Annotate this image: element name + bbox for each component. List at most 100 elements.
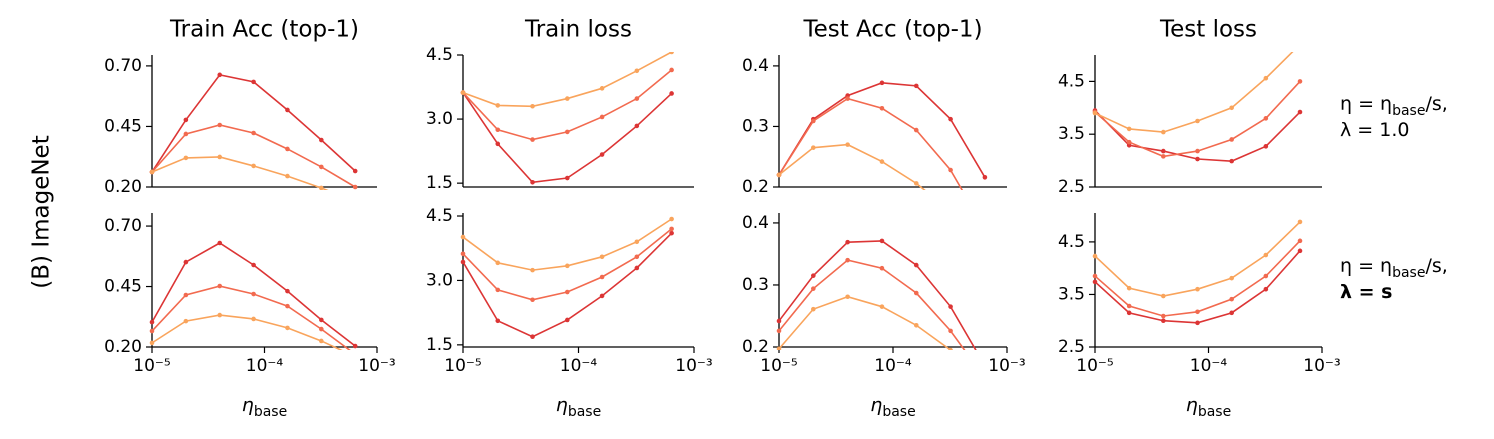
point bbox=[565, 96, 570, 101]
x-label-main: η bbox=[870, 394, 882, 416]
y-tick-label: 0.4 bbox=[742, 213, 769, 233]
ann-eta: η = η bbox=[1340, 93, 1392, 115]
y-tick-label: 0.2 bbox=[742, 337, 769, 357]
point bbox=[285, 288, 290, 294]
panel: Train loss 1.5 3.0 4.5 bbox=[426, 17, 694, 193]
point bbox=[353, 354, 358, 359]
x-tick-label: 10⁻⁴ bbox=[1190, 356, 1228, 376]
series-line bbox=[778, 97, 964, 190]
ann-sub: base bbox=[1392, 265, 1425, 281]
series-line bbox=[778, 143, 926, 190]
point bbox=[1195, 118, 1200, 124]
point bbox=[1126, 310, 1132, 316]
point bbox=[913, 322, 919, 328]
point bbox=[879, 304, 885, 309]
point bbox=[913, 290, 919, 296]
y-tick-label: 3.0 bbox=[426, 109, 453, 129]
point bbox=[352, 168, 358, 174]
point bbox=[982, 175, 988, 180]
plot-area bbox=[149, 240, 358, 359]
x-tick-label: 10⁻³ bbox=[358, 356, 395, 376]
point bbox=[1195, 309, 1200, 315]
point bbox=[811, 145, 816, 150]
point bbox=[1263, 273, 1269, 279]
chart-title: Test loss bbox=[1159, 17, 1257, 43]
point bbox=[845, 96, 850, 101]
y-tick-label: 1.5 bbox=[426, 173, 453, 193]
point bbox=[1298, 42, 1303, 47]
point bbox=[352, 184, 358, 190]
point bbox=[1263, 286, 1269, 292]
point bbox=[285, 325, 290, 331]
point bbox=[913, 262, 919, 268]
point bbox=[319, 317, 324, 323]
x-tick-label: 10⁻⁴ bbox=[874, 356, 912, 376]
point bbox=[217, 122, 223, 128]
y-tick-label: 0.20 bbox=[104, 337, 142, 357]
point bbox=[845, 257, 850, 263]
point bbox=[1263, 144, 1269, 149]
point bbox=[599, 114, 605, 120]
point bbox=[149, 319, 155, 325]
x-tick-label: 10⁻³ bbox=[675, 356, 712, 376]
x-tick-label: 10⁻⁵ bbox=[133, 356, 170, 376]
point bbox=[634, 68, 640, 74]
point bbox=[460, 234, 466, 240]
y-tick-label: 0.45 bbox=[104, 277, 142, 297]
point bbox=[183, 259, 189, 265]
point bbox=[879, 238, 885, 244]
point bbox=[495, 103, 501, 108]
y-tick-label: 4.5 bbox=[1058, 232, 1085, 252]
point bbox=[149, 340, 155, 346]
x-tick-label: 10⁻³ bbox=[988, 356, 1025, 376]
y-tick-label: 0.3 bbox=[742, 275, 769, 295]
point bbox=[669, 67, 674, 73]
point bbox=[599, 152, 605, 157]
x-label-main: η bbox=[1186, 394, 1198, 416]
point bbox=[565, 129, 570, 135]
point bbox=[634, 265, 640, 271]
x-axis-label: ηbase bbox=[556, 394, 601, 420]
point bbox=[879, 80, 885, 86]
y-tick-label: 3.0 bbox=[426, 270, 453, 290]
point bbox=[460, 251, 466, 257]
y-tick-label: 3.5 bbox=[1058, 284, 1085, 304]
point bbox=[669, 226, 674, 232]
point bbox=[776, 172, 782, 178]
point bbox=[1229, 105, 1234, 111]
point bbox=[530, 297, 535, 303]
point bbox=[251, 79, 256, 85]
point bbox=[948, 304, 953, 309]
point bbox=[217, 312, 223, 318]
point bbox=[319, 326, 324, 332]
point bbox=[599, 293, 605, 299]
point bbox=[530, 137, 535, 142]
row-annotation: λ = s bbox=[1340, 281, 1392, 303]
point bbox=[1263, 116, 1269, 121]
y-tick-label: 0.3 bbox=[742, 116, 769, 136]
panel: 0.20 0.45 0.70 10⁻⁵ 10⁻⁴ 10⁻³ ηbase bbox=[104, 213, 396, 420]
point bbox=[495, 141, 501, 147]
point bbox=[1161, 313, 1166, 319]
y-tick-label: 0.2 bbox=[742, 177, 769, 197]
point bbox=[319, 185, 324, 190]
x-tick-label: 10⁻⁴ bbox=[560, 356, 598, 376]
point bbox=[460, 259, 466, 265]
y-tick-label: 3.5 bbox=[1058, 124, 1085, 144]
point bbox=[845, 239, 850, 245]
x-label-sub: base bbox=[254, 404, 287, 420]
panel: Test Acc (top-1) 0.2 0.3 0.4 bbox=[742, 17, 1007, 197]
point bbox=[983, 382, 988, 387]
point bbox=[565, 289, 570, 295]
panel: Test loss 2.5 3.5 4.5 bbox=[1058, 17, 1322, 197]
point bbox=[251, 130, 256, 136]
point bbox=[217, 154, 223, 160]
x-tick-label: 10⁻³ bbox=[1303, 356, 1340, 376]
panel: Train Acc (top-1) 0.20 0.45 0.70 bbox=[104, 17, 377, 197]
point bbox=[913, 83, 919, 89]
panel: 1.5 3.0 4.5 10⁻⁵ 10⁻⁴ 10⁻³ ηbase bbox=[426, 206, 713, 420]
chart-title: Train loss bbox=[524, 17, 632, 43]
y-tick-label: 0.70 bbox=[104, 216, 142, 236]
chart-title: Train Acc (top-1) bbox=[169, 17, 359, 43]
